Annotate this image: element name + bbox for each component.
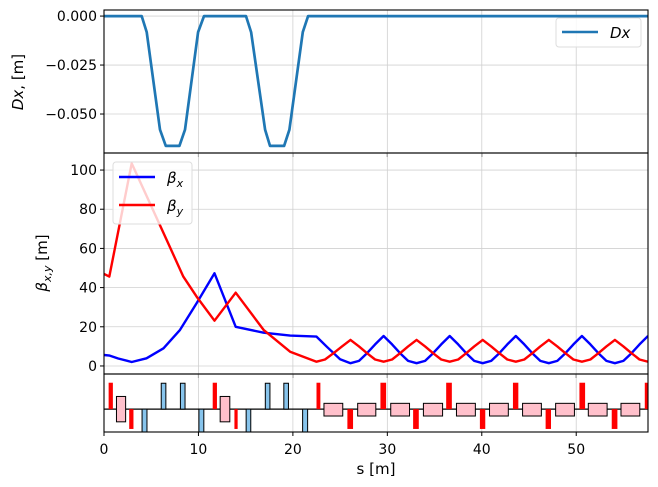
quadrupole-element xyxy=(212,382,217,410)
quadrupole-element xyxy=(129,409,134,429)
quadrupole-element xyxy=(479,409,486,429)
legend-dx-label: Dx xyxy=(610,24,631,42)
dipole-element xyxy=(141,408,148,432)
x-tick-label: 0 xyxy=(100,442,109,458)
y-tick-label: 40 xyxy=(79,281,97,297)
beta-legend: βx βy xyxy=(112,161,193,225)
quadrupole-element xyxy=(413,409,419,429)
x-tick-label: 40 xyxy=(473,442,491,458)
quadrupole-element xyxy=(234,409,238,429)
dipole-element xyxy=(264,382,271,410)
cavity-element xyxy=(587,402,608,417)
x-tick-label: 20 xyxy=(284,442,302,458)
legend-beta-x-label: βx xyxy=(166,169,184,190)
x-axis-label: s [m] xyxy=(357,460,396,478)
cavity-element xyxy=(323,402,344,417)
dispersion-y-axis-label: Dx, [m] xyxy=(9,54,27,110)
cavity-element xyxy=(422,402,444,417)
x-tick-label: 30 xyxy=(378,442,396,458)
dipole-element xyxy=(198,408,205,432)
dispersion-legend: Dx xyxy=(555,17,642,48)
x-tick-label: 50 xyxy=(567,442,585,458)
legend-beta-y-label: βy xyxy=(166,197,184,218)
quadrupole-element xyxy=(512,382,519,410)
dipole-element xyxy=(160,382,167,410)
dipole-element xyxy=(179,382,186,410)
y-tick-label: −0.025 xyxy=(45,58,97,74)
quadrupole-element xyxy=(446,382,452,410)
axes-frame xyxy=(103,373,649,433)
y-tick-label: 0 xyxy=(88,359,97,375)
cavity-element xyxy=(390,402,411,417)
cavity-element xyxy=(219,395,231,423)
series-line-Dx xyxy=(104,14,648,148)
cavity-element xyxy=(522,402,542,417)
quadrupole-element xyxy=(108,382,113,410)
cavity-element xyxy=(489,402,509,417)
cavity-element xyxy=(455,402,476,417)
beta-y-axis-label: βx,y [m] xyxy=(33,234,54,292)
y-tick-label: 100 xyxy=(70,163,97,179)
cavity-element xyxy=(357,402,377,417)
cavity-element xyxy=(115,395,127,423)
quadrupole-element xyxy=(545,409,552,429)
y-tick-label: −0.050 xyxy=(45,107,97,123)
dipole-element xyxy=(245,408,252,432)
quadrupole-element xyxy=(611,409,618,429)
y-tick-label: 80 xyxy=(79,202,97,218)
series-line-beta-y xyxy=(104,162,648,363)
quadrupole-element xyxy=(644,382,648,410)
dipole-element xyxy=(283,382,289,410)
y-tick-label: 0.000 xyxy=(57,9,97,25)
cavity-element xyxy=(555,402,575,417)
series-line-beta-x xyxy=(104,272,648,365)
dispersion-panel: 0.000 −0.025 −0.050 xyxy=(45,9,649,157)
y-tick-label: 60 xyxy=(79,241,97,257)
quadrupole-element xyxy=(316,382,321,410)
cavity-element xyxy=(620,402,641,417)
quadrupole-element xyxy=(380,382,387,410)
quadrupole-element xyxy=(347,409,354,429)
quadrupole-element xyxy=(579,382,586,410)
x-tick-label: 10 xyxy=(190,442,208,458)
dipole-element xyxy=(302,408,309,432)
lattice-panel: 0 10 20 30 40 50 xyxy=(100,373,649,458)
y-tick-label: 20 xyxy=(79,320,97,336)
